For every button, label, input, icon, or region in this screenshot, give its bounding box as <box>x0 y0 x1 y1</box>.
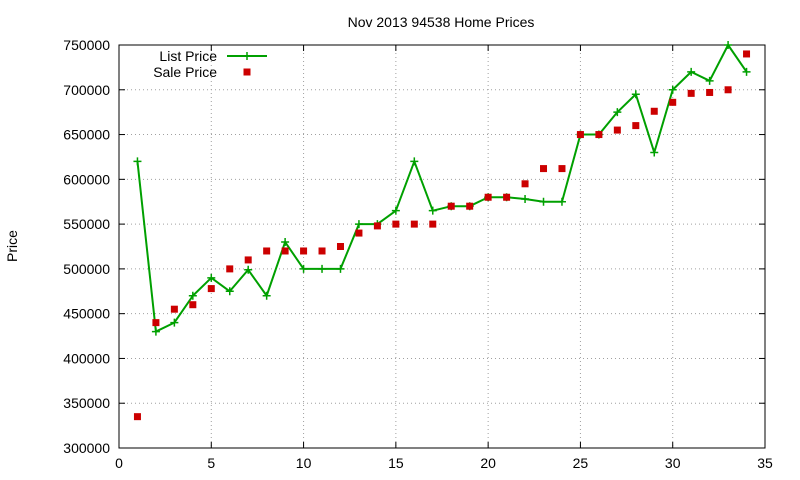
data-point <box>336 264 345 273</box>
data-point <box>706 88 714 96</box>
data-point <box>521 180 529 188</box>
data-point <box>613 126 621 134</box>
data-point <box>705 76 714 85</box>
axis-ticks: 0 5 10 15 20 25 30 35 300000 350000 400000 450000 50… <box>63 37 773 471</box>
data-point <box>391 206 400 215</box>
x-tick-label: 30 <box>665 455 681 471</box>
data-point <box>724 41 733 49</box>
data-point <box>613 108 622 117</box>
data-point <box>668 85 677 94</box>
data-point <box>207 285 215 293</box>
data-point <box>743 50 751 58</box>
data-point <box>299 264 308 273</box>
data-point <box>687 89 695 97</box>
plot-frame <box>118 44 766 449</box>
data-point <box>466 202 474 210</box>
data-point <box>188 291 197 300</box>
data-point <box>595 131 603 139</box>
data-point <box>447 202 455 210</box>
data-point <box>244 256 252 264</box>
data-point <box>632 122 640 130</box>
data-point <box>539 197 548 206</box>
data-point <box>355 229 363 237</box>
series-list-price <box>133 41 751 336</box>
y-tick-label: 350000 <box>63 395 110 411</box>
data-point <box>631 90 640 99</box>
y-tick-label: 700000 <box>63 82 110 98</box>
x-tick-label: 5 <box>207 455 215 471</box>
data-point <box>429 220 437 228</box>
series-layer <box>133 41 751 421</box>
data-point <box>521 195 530 204</box>
data-point <box>170 318 179 327</box>
data-point <box>189 301 197 309</box>
data-point <box>724 86 732 94</box>
x-tick-label: 20 <box>480 455 496 471</box>
data-point <box>650 148 659 157</box>
x-tick-label: 25 <box>573 455 589 471</box>
x-tick-label: 15 <box>388 455 404 471</box>
data-point <box>151 327 160 336</box>
y-tick-label: 300000 <box>63 440 110 456</box>
data-point <box>244 265 253 274</box>
data-point <box>281 238 290 247</box>
legend-label-sale-price: Sale Price <box>153 64 217 80</box>
y-tick-label: 650000 <box>63 127 110 143</box>
legend-swatch-sale-price <box>243 68 251 76</box>
data-point <box>225 287 234 296</box>
data-point <box>318 264 327 273</box>
data-point <box>742 67 751 76</box>
data-point <box>557 197 566 206</box>
y-tick-label: 450000 <box>63 306 110 322</box>
data-point <box>410 157 419 166</box>
data-point <box>650 107 658 115</box>
chart-title: Nov 2013 94538 Home Prices <box>348 14 535 30</box>
data-point <box>152 319 160 327</box>
y-axis-label: Price <box>4 230 20 262</box>
data-point <box>669 98 677 106</box>
data-point <box>558 165 566 173</box>
data-point <box>300 247 308 255</box>
data-point <box>263 247 271 255</box>
data-point <box>373 222 381 230</box>
y-tick-label: 550000 <box>63 216 110 232</box>
data-point <box>133 413 141 421</box>
data-point <box>503 193 511 201</box>
data-point <box>354 220 363 229</box>
data-point <box>336 243 344 250</box>
legend-marker-list-price <box>243 52 251 60</box>
y-tick-label: 750000 <box>63 37 110 53</box>
x-tick-label: 0 <box>115 455 123 471</box>
data-point <box>262 291 271 300</box>
y-tick-label: 600000 <box>63 171 110 187</box>
data-point <box>170 305 178 313</box>
x-tick-label: 10 <box>296 455 312 471</box>
x-tick-label: 35 <box>757 455 773 471</box>
series-sale-price <box>133 50 751 421</box>
data-point <box>226 265 234 273</box>
data-point <box>428 206 437 215</box>
data-point <box>392 220 400 228</box>
data-point <box>484 193 492 201</box>
data-point <box>410 220 418 228</box>
series-line <box>136 44 748 333</box>
data-point <box>687 67 696 76</box>
y-tick-label: 400000 <box>63 350 110 366</box>
legend: List Price Sale Price <box>153 48 267 80</box>
data-point <box>318 247 326 255</box>
data-point <box>207 273 216 282</box>
data-point <box>281 247 289 255</box>
data-point <box>540 165 548 173</box>
data-point <box>576 131 584 139</box>
legend-label-list-price: List Price <box>159 48 217 64</box>
y-tick-label: 500000 <box>63 261 110 277</box>
data-point <box>133 157 142 166</box>
